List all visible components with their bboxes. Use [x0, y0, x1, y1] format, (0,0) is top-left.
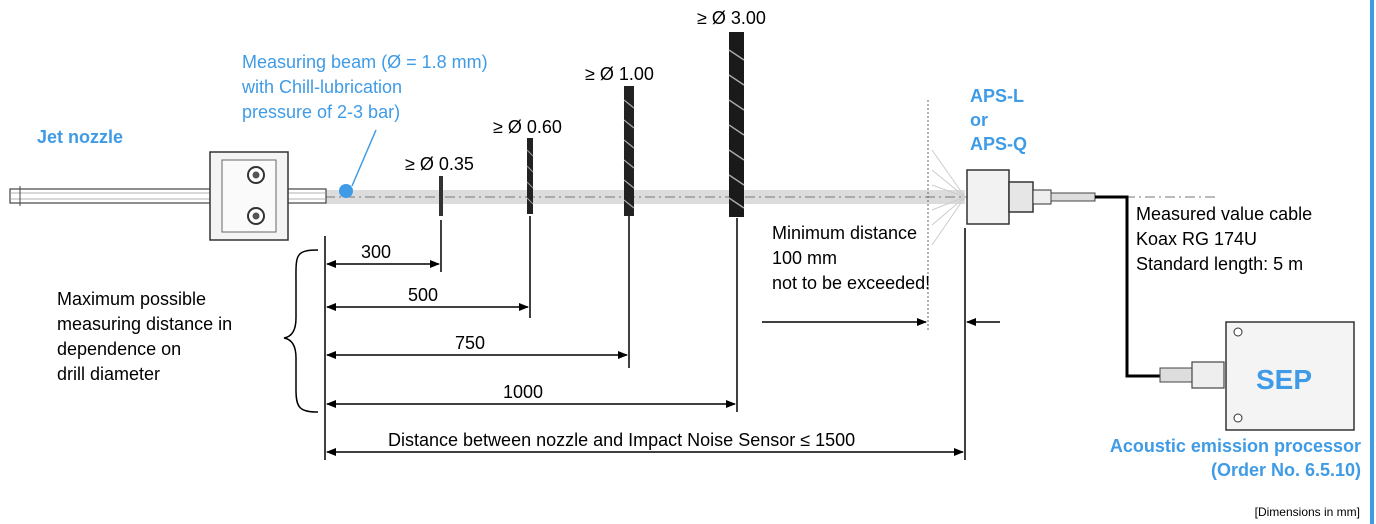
jet-nozzle [9, 151, 327, 241]
jet-nozzle-label: Jet nozzle [37, 127, 123, 147]
beam-point [339, 184, 353, 198]
processor-label-line1: Acoustic emission processor [1110, 436, 1361, 456]
drill-060 [526, 138, 534, 214]
max-distance-line3: dependence on [57, 339, 181, 359]
aps-sensor [927, 100, 1096, 330]
dim-500-label: 500 [408, 285, 438, 305]
drill-300 [728, 32, 745, 217]
cable-label-line1: Measured value cable [1136, 204, 1312, 224]
dim-total-label: Distance between nozzle and Impact Noise… [388, 430, 855, 450]
drill-035-label: ≥ Ø 0.35 [405, 154, 474, 174]
min-distance-line1: Minimum distance [772, 223, 917, 243]
beam-leader [351, 129, 377, 187]
aps-label-line3: APS-Q [970, 134, 1027, 154]
processor-label-line2: (Order No. 6.5.10) [1211, 460, 1361, 480]
aps-label-line2: or [970, 110, 988, 130]
dim-750-label: 750 [455, 333, 485, 353]
brace [283, 249, 319, 413]
max-distance-line4: drill diameter [57, 364, 160, 384]
drill-035 [439, 176, 443, 216]
sep-label: SEP [1256, 364, 1312, 395]
drill-100-label: ≥ Ø 1.00 [585, 64, 654, 84]
dimension-lines [324, 216, 1000, 460]
max-distance-line2: measuring distance in [57, 314, 232, 334]
aps-label-line1: APS-L [970, 86, 1024, 106]
min-distance-line3: not to be exceeded! [772, 273, 930, 293]
dim-1000-label: 1000 [503, 382, 543, 402]
beam-label-line1: Measuring beam (Ø = 1.8 mm) [242, 52, 488, 72]
beam-label-line2: with Chill-lubrication [241, 77, 402, 97]
min-distance-line2: 100 mm [772, 248, 837, 268]
cable-label-line3: Standard length: 5 m [1136, 254, 1303, 274]
beam-label-line3: pressure of 2-3 bar) [242, 102, 400, 122]
dim-300-label: 300 [361, 242, 391, 262]
measured-value-cable [1095, 195, 1160, 378]
cable-label-line2: Koax RG 174U [1136, 229, 1257, 249]
drill-060-label: ≥ Ø 0.60 [493, 117, 562, 137]
drill-100 [623, 86, 635, 216]
units-note: [Dimensions in mm] [1255, 505, 1360, 519]
sep-processor [1159, 321, 1355, 431]
drill-300-label: ≥ Ø 3.00 [697, 8, 766, 28]
max-distance-line1: Maximum possible [57, 289, 206, 309]
